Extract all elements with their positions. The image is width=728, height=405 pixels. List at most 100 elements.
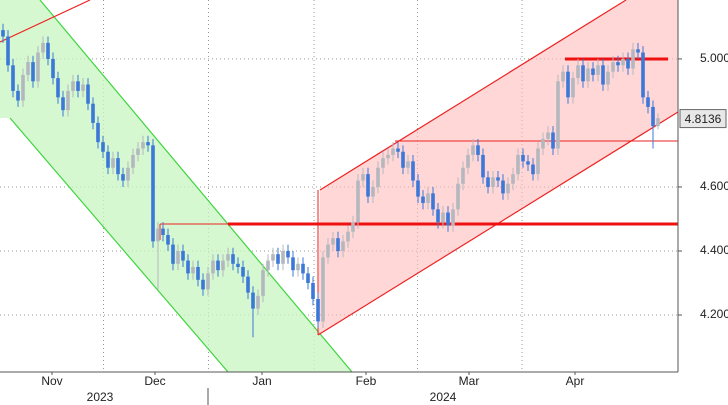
candle-body xyxy=(506,183,510,194)
candle-body xyxy=(216,260,220,271)
y-tick-label: 5.0000 xyxy=(700,51,728,65)
candle-body xyxy=(526,161,530,165)
x-tick-label: Dec xyxy=(144,374,165,388)
year-label: 2023 xyxy=(87,390,114,404)
candle-body xyxy=(276,254,280,264)
candle-body xyxy=(501,180,505,194)
candle-body xyxy=(301,263,305,274)
red-channel xyxy=(318,0,678,335)
green-channel-upper xyxy=(39,0,353,373)
candle-body xyxy=(541,138,545,149)
candle-body xyxy=(241,266,245,277)
overlays xyxy=(0,0,679,373)
x-tick-label: Feb xyxy=(356,374,377,388)
candle-body xyxy=(346,231,350,242)
candle-body xyxy=(481,154,485,178)
candle-body xyxy=(256,295,260,309)
candle-body xyxy=(606,71,610,85)
candle-body xyxy=(261,270,265,296)
candle-body xyxy=(406,161,410,168)
candle-body xyxy=(271,254,275,261)
candle-body xyxy=(51,58,55,79)
candle-body xyxy=(586,68,590,82)
candle-body xyxy=(471,145,475,155)
candle-body xyxy=(266,260,270,271)
candle-body xyxy=(521,154,525,162)
candle-body xyxy=(426,193,430,203)
candle-body xyxy=(416,180,420,197)
price-box xyxy=(679,109,727,129)
candle-body xyxy=(316,299,320,322)
candle-body xyxy=(466,154,470,168)
candle-body xyxy=(436,209,440,223)
candle-body xyxy=(611,62,615,72)
candle-body xyxy=(1,30,5,37)
candle-body xyxy=(6,36,10,66)
candle-body xyxy=(566,71,570,98)
candle-body xyxy=(461,167,465,184)
candle-body xyxy=(421,196,425,203)
candle-body xyxy=(76,81,80,91)
candle-body xyxy=(126,167,130,181)
y-tick-label: 4.2000 xyxy=(700,307,728,321)
y-tick-label: 4.4000 xyxy=(700,243,728,257)
candle-body xyxy=(231,254,235,264)
candle-body xyxy=(111,158,115,168)
candle-body xyxy=(211,260,215,274)
candle-body xyxy=(336,238,340,251)
candle-body xyxy=(391,148,395,155)
candle-body xyxy=(556,81,560,149)
y-tick-label: 4.6000 xyxy=(700,179,728,193)
candle-body xyxy=(601,65,605,85)
candle-body xyxy=(146,142,150,146)
candle-body xyxy=(131,154,135,168)
candle-body xyxy=(381,158,385,168)
candle-body xyxy=(366,174,370,197)
candle-body xyxy=(116,158,120,175)
candle-body xyxy=(71,81,75,91)
candle-body xyxy=(446,212,450,226)
candle-body xyxy=(66,90,70,111)
candle-body xyxy=(311,283,315,300)
candle-body xyxy=(176,250,180,264)
candle-body xyxy=(121,174,125,181)
candle-body xyxy=(196,266,200,280)
candle-body xyxy=(596,65,600,75)
candle-body xyxy=(291,257,295,271)
candle-body xyxy=(16,90,20,101)
candle-body xyxy=(156,228,160,242)
candle-body xyxy=(86,84,90,104)
candle-body xyxy=(221,260,225,271)
candle-body xyxy=(531,164,535,175)
candle-body xyxy=(361,174,365,181)
candle-body xyxy=(451,209,455,226)
candle-body xyxy=(106,151,110,168)
x-tick-label: Apr xyxy=(566,374,585,388)
candle-body xyxy=(386,154,390,159)
candle-body xyxy=(31,62,35,82)
candle-body xyxy=(286,250,290,258)
candle-body xyxy=(91,103,95,123)
candle-body xyxy=(646,97,650,107)
candle-body xyxy=(351,222,355,232)
candle-body xyxy=(486,177,490,187)
candle-body xyxy=(306,273,310,284)
candle-body xyxy=(296,263,300,271)
x-tick-label: Mar xyxy=(459,374,480,388)
candle-body xyxy=(551,132,555,149)
candle-body xyxy=(561,71,565,82)
candle-body xyxy=(641,52,645,98)
candle-body xyxy=(396,148,400,152)
candle-body xyxy=(491,177,495,187)
candle-body xyxy=(321,257,325,322)
candle-body xyxy=(236,263,240,267)
candle-body xyxy=(621,58,625,66)
candle-body xyxy=(21,74,25,101)
candle-body xyxy=(166,234,170,245)
candle-body xyxy=(141,142,145,149)
candle-body xyxy=(476,145,480,155)
candle-body xyxy=(101,142,105,152)
candle-body xyxy=(571,78,575,98)
candle-body xyxy=(356,180,360,223)
candle-body xyxy=(631,49,635,69)
